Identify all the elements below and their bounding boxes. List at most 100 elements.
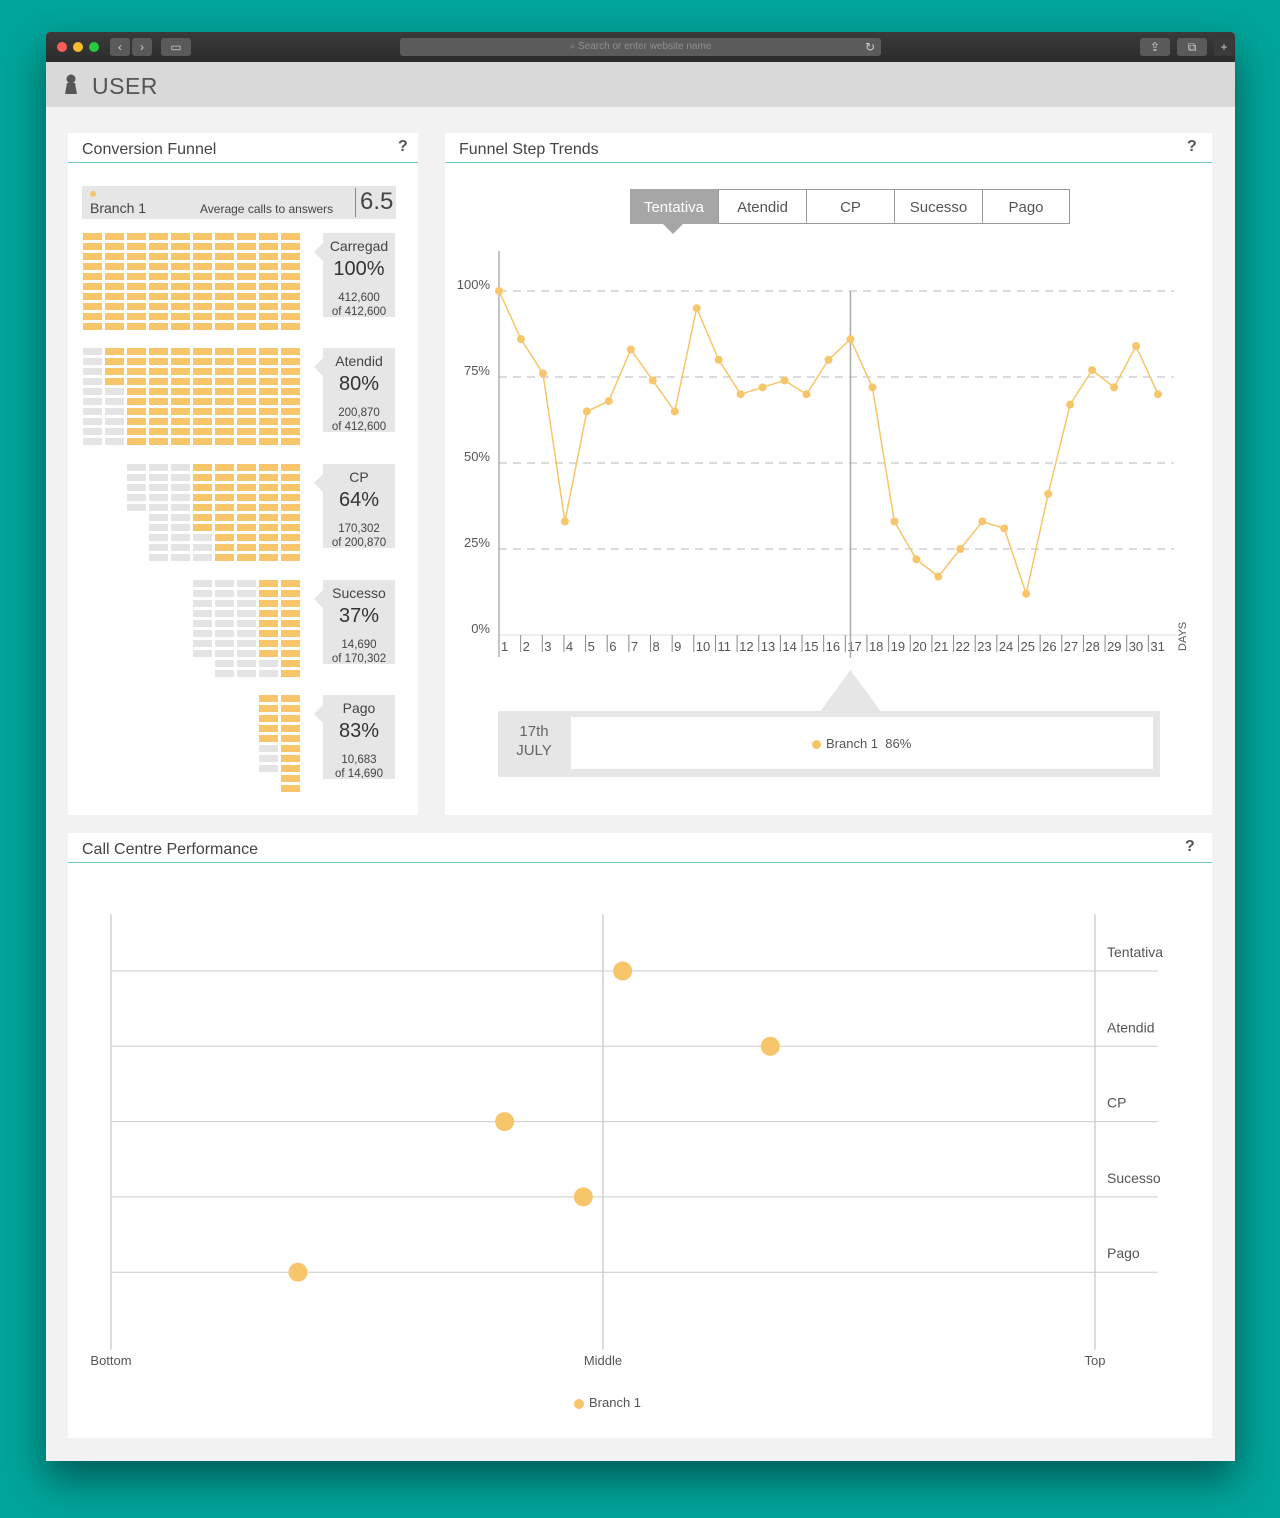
sidebar-toggle-icon[interactable]: ▭	[161, 38, 191, 56]
waffle-cell	[127, 358, 146, 365]
waffle-cell	[171, 524, 190, 531]
x-tick-label: 29	[1107, 639, 1121, 654]
waffle-cell	[259, 323, 278, 330]
waffle-cell	[193, 504, 212, 511]
address-bar[interactable]: ⌕ Search or enter website name ↻	[400, 38, 881, 56]
data-point	[582, 407, 591, 416]
waffle-cell	[281, 670, 300, 677]
waffle-cell	[215, 580, 234, 587]
waffle-cell	[105, 273, 124, 280]
waffle-cell	[281, 398, 300, 405]
performance-scatter-chart[interactable]: Bottom Middle Top Tentativa Atendid CP Sucesso…	[68, 833, 1212, 1438]
data-point	[1110, 383, 1119, 392]
waffle-cell	[193, 524, 212, 531]
help-icon[interactable]: ?	[1187, 138, 1197, 155]
trend-line-chart[interactable]: 0%25%50%75%100%1 2 3 4 5 6 7 8 9 10 11 12 13 14 15 16 17…	[445, 133, 1212, 815]
waffle-cell	[281, 524, 300, 531]
waffle-cell	[237, 358, 256, 365]
waffle-cell	[127, 418, 146, 425]
waffle-cell	[149, 388, 168, 395]
waffle-cell	[171, 398, 190, 405]
close-window-button[interactable]	[57, 42, 67, 52]
waffle-cell	[237, 534, 256, 541]
waffle-cell	[193, 388, 212, 395]
reload-icon[interactable]: ↻	[864, 40, 875, 54]
waffle-cell	[149, 544, 168, 551]
data-point	[670, 407, 679, 416]
new-tab-icon[interactable]: +	[1214, 38, 1234, 56]
tab-atendid[interactable]: Atendid	[718, 189, 807, 224]
waffle-cell	[171, 323, 190, 330]
waffle-cell	[83, 293, 102, 300]
waffle-cell	[281, 323, 300, 330]
waffle-cell	[171, 494, 190, 501]
waffle-cell	[281, 263, 300, 270]
waffle-cell	[105, 313, 124, 320]
data-point	[956, 545, 965, 553]
row-label: Atendid	[1107, 1019, 1154, 1035]
waffle-cell	[149, 418, 168, 425]
active-tab-pointer	[663, 224, 683, 234]
back-icon[interactable]: ‹	[110, 38, 130, 56]
waffle-cell	[149, 293, 168, 300]
waffle-cell	[215, 323, 234, 330]
waffle-cell	[215, 670, 234, 677]
tab-tentativa[interactable]: Tentativa	[630, 189, 718, 224]
tooltip-box: 17th JULY Branch 1 86%	[498, 711, 1160, 777]
waffle-cell	[259, 378, 278, 385]
waffle-cell	[105, 233, 124, 240]
waffle-cell	[237, 544, 256, 551]
forward-icon[interactable]: ›	[132, 38, 152, 56]
waffle-cell	[259, 348, 278, 355]
waffle-cell	[193, 313, 212, 320]
tab-pago[interactable]: Pago	[982, 189, 1070, 224]
waffle-cell	[237, 504, 256, 511]
waffle-cell	[215, 504, 234, 511]
tooltip-pointer	[820, 670, 881, 711]
tooltip-value: 86%	[885, 736, 912, 751]
tooltip-series-name: Branch 1	[826, 736, 879, 751]
waffle-cell	[83, 408, 102, 415]
help-icon[interactable]: ?	[1185, 838, 1195, 855]
waffle-cell	[149, 464, 168, 471]
waffle-cell	[281, 474, 300, 481]
waffle-cell	[215, 494, 234, 501]
waffle-cell	[83, 348, 102, 355]
waffle-cell	[281, 600, 300, 607]
waffle-cell	[259, 544, 278, 551]
waffle-cell	[193, 428, 212, 435]
waffle-cell	[237, 554, 256, 561]
minimize-window-button[interactable]	[73, 42, 83, 52]
waffle-cell	[193, 544, 212, 551]
stage-count-total: of 200,870	[331, 537, 387, 549]
waffle-cell	[127, 504, 146, 511]
waffle-cell	[127, 348, 146, 355]
waffle-cell	[215, 474, 234, 481]
waffle-cell	[83, 283, 102, 290]
waffle-cell	[281, 358, 300, 365]
waffle-cell	[215, 293, 234, 300]
share-icon[interactable]: ⇪	[1140, 38, 1170, 56]
tabs-overview-icon[interactable]: ⧉	[1177, 38, 1207, 56]
title-divider	[445, 162, 1212, 163]
tab-sucesso[interactable]: Sucesso	[894, 189, 983, 224]
waffle-cell	[215, 358, 234, 365]
waffle-cell	[171, 358, 190, 365]
waffle-cell	[193, 534, 212, 541]
avg-calls-value: 6.5	[360, 188, 394, 215]
waffle-cell	[149, 554, 168, 561]
waffle-cell	[171, 464, 190, 471]
waffle-cell	[127, 438, 146, 445]
x-tick-label: 10	[696, 639, 710, 654]
stage-count: 170,302 of 200,870	[323, 522, 395, 550]
waffle-cell	[193, 253, 212, 260]
waffle-cell	[259, 398, 278, 405]
row-label: Tentativa	[1107, 944, 1163, 960]
waffle-cell	[171, 544, 190, 551]
branch-row: Branch 1 Average calls to answers 6.5	[82, 186, 396, 219]
waffle-cell	[127, 398, 146, 405]
maximize-window-button[interactable]	[89, 42, 99, 52]
help-icon[interactable]: ?	[398, 138, 408, 155]
waffle-cell	[281, 233, 300, 240]
waffle-cell	[237, 494, 256, 501]
